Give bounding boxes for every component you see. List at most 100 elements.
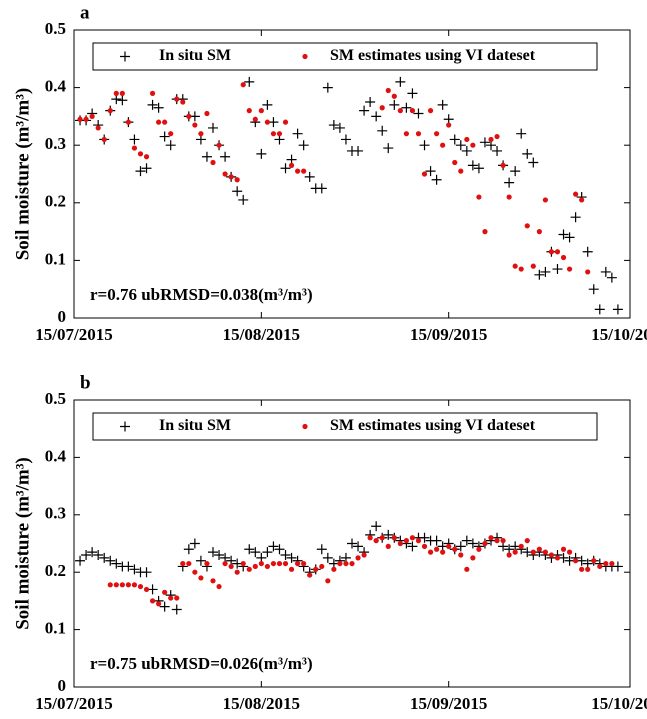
point [434, 546, 440, 552]
point [470, 142, 476, 148]
point [407, 88, 418, 99]
point [208, 122, 218, 133]
point [461, 145, 472, 156]
point [216, 583, 222, 590]
point [458, 168, 464, 174]
point [171, 604, 182, 615]
point [440, 549, 446, 555]
point [446, 543, 452, 549]
point [612, 304, 623, 315]
point [228, 174, 234, 180]
point [488, 136, 494, 143]
point [431, 174, 442, 185]
y-tick-label: 0.3 [45, 134, 66, 153]
point [603, 560, 609, 567]
point [391, 535, 397, 541]
x-tick-label: 15/08/2015 [223, 694, 300, 713]
point [340, 134, 351, 145]
point [262, 547, 273, 558]
point [143, 586, 150, 593]
point [282, 560, 289, 567]
point [359, 105, 370, 116]
y-tick-label: 0.5 [45, 389, 66, 408]
point [137, 151, 144, 157]
point [582, 246, 593, 257]
point [168, 131, 174, 137]
legend-label: SM estimates using VI dateset [330, 47, 536, 64]
point [560, 546, 567, 552]
y-tick-label: 0.3 [45, 504, 66, 523]
point [204, 560, 210, 567]
point [111, 558, 122, 569]
point [137, 583, 144, 590]
point [325, 578, 331, 584]
point [288, 162, 295, 168]
point [473, 163, 484, 174]
point [204, 110, 210, 117]
point [403, 131, 409, 137]
y-axis-title: Soil moisture (m³/m³) [12, 457, 33, 630]
point [479, 137, 490, 148]
point [159, 601, 170, 612]
point [93, 549, 104, 560]
point [349, 560, 355, 567]
point [198, 575, 204, 581]
point [147, 99, 158, 110]
point [183, 544, 194, 555]
point [295, 168, 301, 174]
point [301, 560, 307, 567]
point [407, 541, 418, 552]
point [105, 555, 116, 566]
point [337, 560, 343, 567]
point [208, 547, 218, 558]
point [347, 538, 357, 549]
point [264, 563, 270, 570]
point [415, 538, 422, 544]
point [419, 532, 430, 543]
point [558, 552, 569, 563]
point [288, 566, 295, 572]
point [228, 563, 234, 570]
point [427, 549, 434, 555]
point [585, 566, 591, 572]
point [117, 95, 128, 106]
point [304, 171, 315, 182]
point [87, 547, 98, 558]
point [328, 120, 339, 131]
point [540, 266, 551, 277]
point [419, 140, 430, 151]
point [530, 263, 536, 269]
point [165, 140, 176, 151]
legend-marker [120, 421, 130, 432]
point [421, 543, 428, 549]
point [125, 582, 131, 588]
point [518, 266, 524, 272]
point [119, 582, 125, 588]
point [536, 229, 542, 235]
point [530, 549, 536, 555]
y-tick-label: 0.2 [45, 561, 66, 580]
point [244, 76, 255, 87]
point [570, 212, 581, 223]
y-tick-label: 0 [58, 307, 67, 326]
y-tick-label: 0 [58, 676, 67, 695]
y-tick-label: 0.4 [45, 446, 67, 465]
point [558, 229, 569, 240]
point [162, 589, 168, 595]
point [425, 166, 436, 177]
point [316, 183, 327, 194]
point [189, 111, 200, 122]
legend-box [92, 42, 598, 71]
point [518, 543, 524, 549]
point [125, 119, 131, 125]
point [270, 131, 277, 137]
point [295, 560, 301, 567]
x-tick-label: 15/09/2015 [410, 694, 487, 713]
point [434, 131, 440, 137]
point [113, 90, 119, 96]
y-tick-label: 0.2 [45, 192, 66, 211]
y-tick-label: 0.1 [45, 619, 66, 638]
point [576, 555, 587, 566]
point [482, 229, 488, 235]
point [113, 582, 119, 588]
